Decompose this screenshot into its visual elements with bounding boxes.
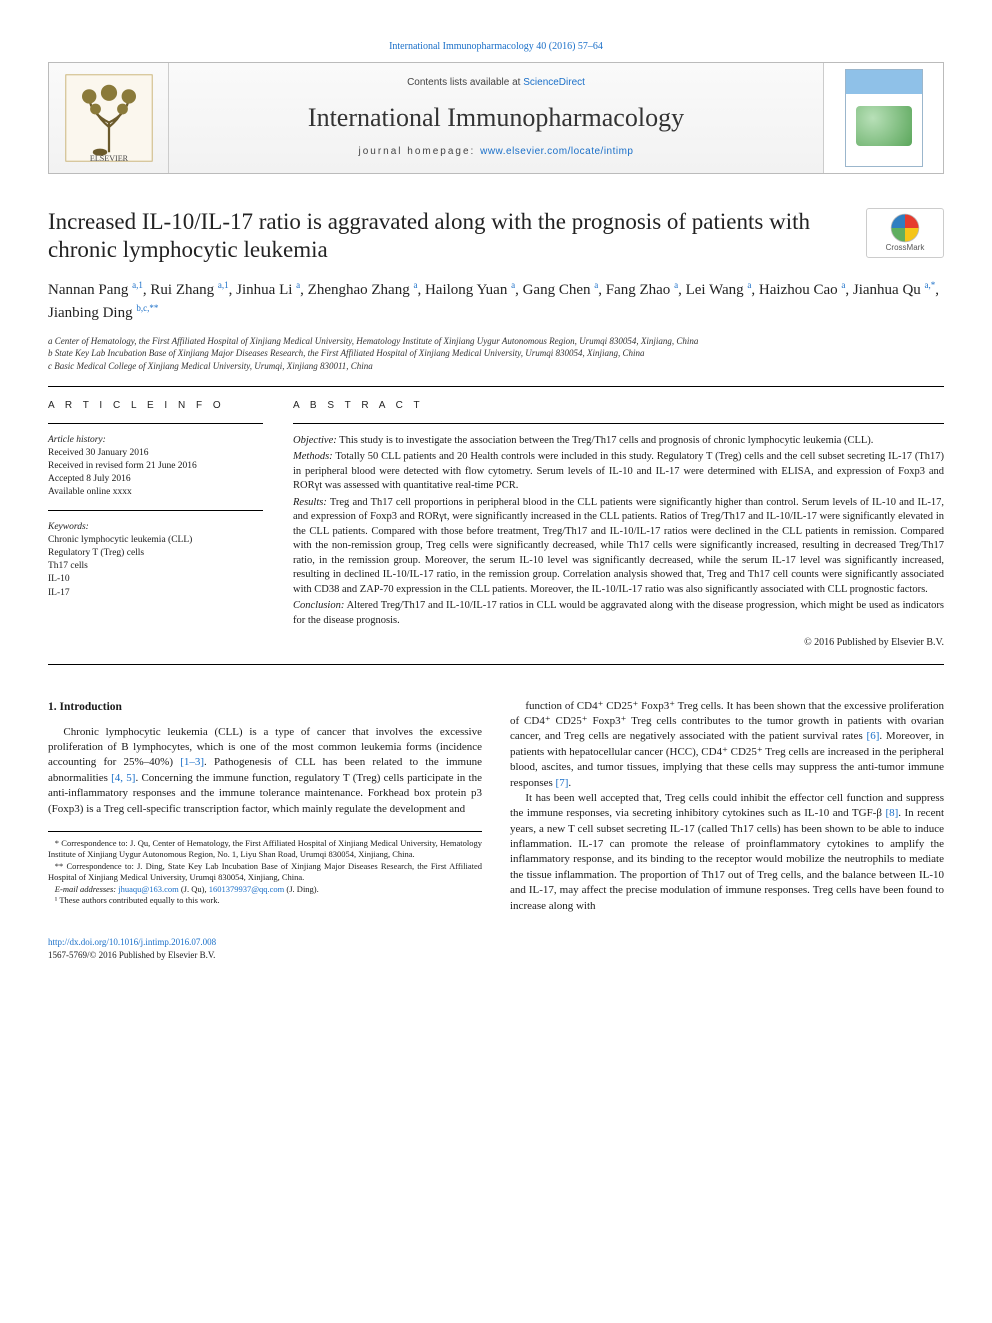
keyword: IL-17 (48, 587, 263, 600)
keyword: Th17 cells (48, 560, 263, 573)
history-line: Available online xxxx (48, 486, 263, 499)
doi-link[interactable]: http://dx.doi.org/10.1016/j.intimp.2016.… (48, 937, 216, 947)
crossmark-label: CrossMark (886, 243, 925, 254)
issn-copyright: 1567-5769/© 2016 Published by Elsevier B… (48, 950, 215, 960)
abs-objective: This study is to investigate the associa… (337, 435, 874, 446)
abs-results: Treg and Th17 cell proportions in periph… (293, 497, 944, 595)
abstract-heading: A B S T R A C T (293, 399, 944, 413)
affiliation-line: b State Key Lab Incubation Base of Xinji… (48, 347, 944, 360)
abs-methods-label: Methods: (293, 451, 333, 462)
reference-link[interactable]: [7] (556, 777, 569, 789)
body-col-left: 1. Introduction Chronic lymphocytic leuk… (48, 699, 482, 914)
abs-results-label: Results: (293, 497, 327, 508)
reference-link[interactable]: [8] (885, 807, 898, 819)
crossmark-icon (890, 213, 920, 243)
journal-homepage-link[interactable]: www.elsevier.com/locate/intimp (480, 146, 633, 157)
sciencedirect-link[interactable]: ScienceDirect (523, 77, 585, 88)
history-label: Article history: (48, 434, 263, 447)
history-lines: Received 30 January 2016Received in revi… (48, 447, 263, 500)
masthead: ELSEVIER Contents lists available at Sci… (48, 62, 944, 174)
abstract-body: Objective: This study is to investigate … (293, 434, 944, 650)
reference-link[interactable]: [6] (867, 730, 880, 742)
divider (48, 664, 944, 665)
abs-conclusion: Altered Treg/Th17 and IL-10/IL-17 ratios… (293, 600, 944, 625)
abstract-copyright: © 2016 Published by Elsevier B.V. (293, 636, 944, 650)
publisher-logo: ELSEVIER (49, 63, 169, 173)
affiliation-line: c Basic Medical College of Xinjiang Medi… (48, 360, 944, 373)
divider (48, 510, 263, 511)
emails-label: E-mail addresses: (55, 884, 118, 894)
abs-conclusion-label: Conclusion: (293, 600, 344, 611)
author-list: Nannan Pang a,1, Rui Zhang a,1, Jinhua L… (48, 279, 944, 325)
abs-objective-label: Objective: (293, 435, 337, 446)
affiliations: a Center of Hematology, the First Affili… (48, 335, 944, 373)
citation-line: International Immunopharmacology 40 (201… (48, 40, 944, 54)
footer: http://dx.doi.org/10.1016/j.intimp.2016.… (48, 936, 944, 961)
keywords-list: Chronic lymphocytic leukemia (CLL)Regula… (48, 534, 263, 600)
corr-footnote: * Correspondence to: J. Qu, Center of He… (48, 838, 482, 861)
keywords-label: Keywords: (48, 521, 263, 534)
body-text: . In recent years, a new T cell subset s… (510, 807, 944, 911)
keyword: IL-10 (48, 573, 263, 586)
history-line: Received 30 January 2016 (48, 447, 263, 460)
crossmark-badge[interactable]: CrossMark (866, 208, 944, 259)
keyword: Chronic lymphocytic leukemia (CLL) (48, 534, 263, 547)
affiliation-line: a Center of Hematology, the First Affili… (48, 335, 944, 348)
article-title: Increased IL-10/IL-17 ratio is aggravate… (48, 208, 854, 266)
journal-name: International Immunopharmacology (308, 100, 684, 135)
body-text: . (568, 777, 571, 789)
elsevier-tree-icon: ELSEVIER (64, 73, 154, 163)
contents-available: Contents lists available at ScienceDirec… (407, 76, 585, 90)
body-col-right: function of CD4⁺ CD25⁺ Foxp3⁺ Treg cells… (510, 699, 944, 914)
citation-link[interactable]: International Immunopharmacology 40 (201… (389, 41, 603, 52)
equal-contrib-footnote: ¹ These authors contributed equally to t… (48, 895, 482, 906)
journal-homepage: journal homepage: www.elsevier.com/locat… (358, 145, 633, 159)
journal-cover-thumb (823, 63, 943, 173)
email-who: (J. Ding). (284, 884, 318, 894)
email-link[interactable]: 1601379937@qq.com (209, 884, 285, 894)
abs-methods: Totally 50 CLL patients and 20 Health co… (293, 451, 944, 491)
svg-text:ELSEVIER: ELSEVIER (89, 154, 128, 163)
keyword: Regulatory T (Treg) cells (48, 547, 263, 560)
divider (48, 423, 263, 424)
reference-link[interactable]: [4, 5] (111, 772, 135, 784)
section-heading-intro: 1. Introduction (48, 699, 482, 715)
article-info-heading: A R T I C L E I N F O (48, 399, 263, 413)
body-text: It has been well accepted that, Treg cel… (510, 792, 944, 819)
email-who: (J. Qu), (179, 884, 209, 894)
divider (293, 423, 944, 424)
divider (48, 386, 944, 387)
history-line: Received in revised form 21 June 2016 (48, 460, 263, 473)
corr-footnote: ** Correspondence to: J. Ding, State Key… (48, 861, 482, 884)
footnotes: * Correspondence to: J. Qu, Center of He… (48, 831, 482, 907)
reference-link[interactable]: [1–3] (180, 756, 204, 768)
email-link[interactable]: jhuaqu@163.com (118, 884, 178, 894)
history-line: Accepted 8 July 2016 (48, 473, 263, 486)
